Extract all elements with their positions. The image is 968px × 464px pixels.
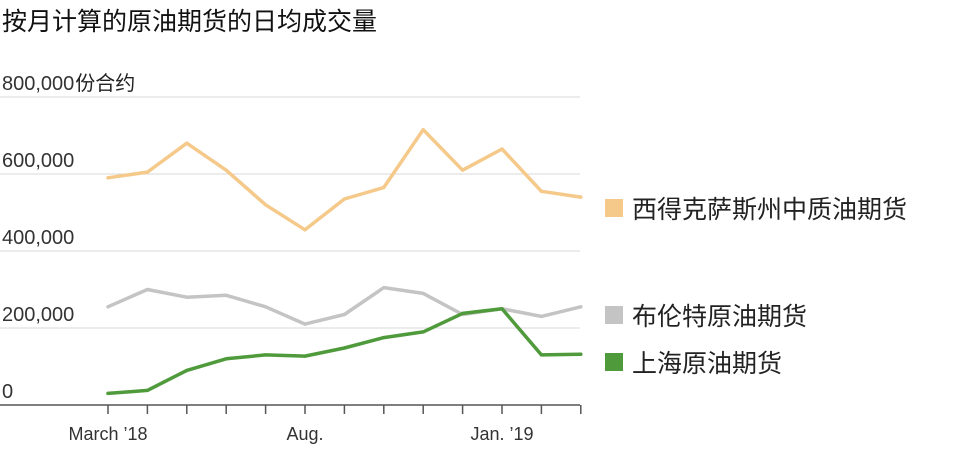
data-point [421, 291, 425, 295]
data-point [303, 228, 307, 232]
data-point [303, 322, 307, 326]
y-tick-label: 400,000 [2, 227, 74, 249]
legend-swatch [605, 353, 623, 371]
legend-item: 布伦特原油期货 [605, 297, 807, 333]
data-point [145, 170, 149, 174]
legend-swatch [605, 199, 623, 217]
x-tick-label: Aug. [286, 424, 323, 444]
data-point [342, 197, 346, 201]
data-point [579, 195, 583, 199]
data-point [382, 185, 386, 190]
data-point [342, 312, 346, 317]
legend-item: 上海原油期货 [605, 344, 782, 380]
x-tick-label: Jan. ’19 [470, 424, 533, 444]
data-point [224, 293, 228, 297]
data-point [342, 346, 346, 350]
chart-plot: 800,000 600,000 400,000 200,000 0 份合约 March ’1… [0, 71, 583, 444]
data-point [185, 295, 189, 299]
data-point [264, 305, 268, 309]
y-tick-label: 800,000 [2, 73, 74, 95]
y-axis-unit-label: 份合约 [75, 71, 135, 95]
chart-title: 按月计算的原油期货的日均成交量 [2, 7, 378, 36]
data-point [264, 203, 268, 207]
data-point [461, 311, 465, 315]
y-tick-label: 600,000 [2, 150, 74, 172]
data-point [500, 147, 504, 151]
legend-label: 布伦特原油期货 [632, 302, 808, 331]
series-line-1 [106, 127, 583, 232]
data-point [106, 176, 110, 180]
data-point [185, 368, 189, 372]
data-point [224, 357, 228, 361]
data-point [539, 314, 544, 319]
data-point [421, 128, 425, 132]
data-point [579, 352, 583, 356]
chart-legend: 西得克萨斯州中质油期货 布伦特原油期货 上海原油期货 [605, 0, 965, 464]
data-point [303, 354, 307, 358]
data-point [500, 307, 504, 311]
data-point [106, 305, 110, 309]
data-point [461, 168, 465, 172]
data-point [106, 391, 110, 396]
data-point [382, 336, 386, 340]
data-point [579, 305, 583, 309]
y-tick-label: 0 [2, 381, 13, 403]
legend-label: 上海原油期货 [632, 349, 783, 378]
series-line-3 [106, 307, 583, 396]
y-tick-label: 200,000 [2, 304, 74, 326]
data-point [421, 330, 425, 334]
legend-swatch [605, 306, 623, 324]
data-point [382, 285, 386, 290]
legend-item: 西得克萨斯州中质油期货 [605, 190, 907, 226]
data-point [539, 189, 544, 193]
data-point [224, 168, 228, 172]
legend-label: 西得克萨斯州中质油期货 [632, 195, 908, 224]
data-point [145, 388, 149, 392]
data-point [185, 141, 189, 145]
data-point [145, 287, 149, 292]
data-point [539, 353, 544, 357]
data-point [264, 353, 268, 357]
x-tick-label: March ’18 [68, 424, 147, 444]
